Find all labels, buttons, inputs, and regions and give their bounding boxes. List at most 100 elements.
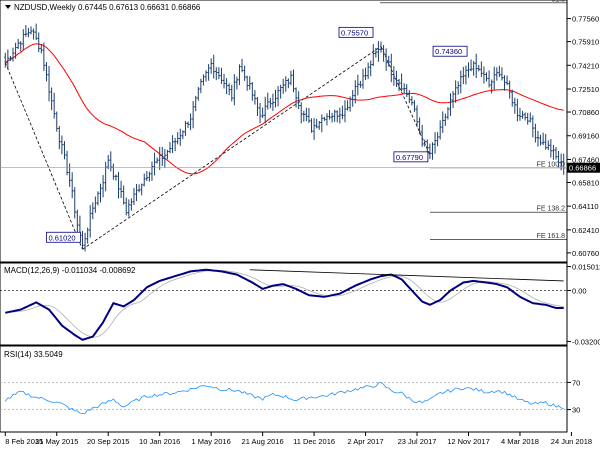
macd-line [5,268,564,341]
time-tick-label: 23 Jul 2017 [398,437,437,446]
moving-average [4,43,564,175]
candle [29,26,33,35]
candle [137,184,141,193]
candle [346,100,349,111]
candle [266,92,269,110]
candle [166,149,169,160]
candle [107,155,110,170]
candle [333,109,336,122]
candle [482,66,486,84]
candle [361,68,365,89]
candle [83,232,87,252]
candle [209,58,213,74]
chart-title: NZDUSD,Weekly [14,3,76,12]
candle [4,52,7,68]
rsi-panel-frame [0,345,568,433]
price-tick-label: 0.70860 [572,108,599,117]
candle [323,116,326,121]
candle [534,123,537,143]
candle [158,146,161,170]
candle [454,80,457,103]
candle [449,93,452,116]
candle [472,61,475,76]
candle [415,105,419,128]
candle [467,62,470,78]
price-annotation: 0.61020 [46,231,81,243]
price-annotation: 0.75570 [338,26,374,38]
macd-tick-label: 0.015012 [572,263,600,272]
candle [245,75,249,91]
candle [379,41,383,53]
candle [42,42,46,71]
candle [523,112,527,121]
candle [397,78,401,92]
time-tick-label: 21 Aug 2016 [242,437,284,446]
candle [238,64,241,85]
candle [289,70,293,86]
price-annotation: 0.67790 [393,151,429,163]
time-tick-label: 12 Nov 2017 [447,437,490,446]
fib-level-label: FE 138.2 [537,206,566,213]
candle [505,75,509,86]
price-tick-label: 0.77560 [572,15,599,24]
candle [58,125,61,150]
current-price-label: 0.66866 [569,164,596,173]
candle [140,183,143,196]
candle [469,59,473,72]
candle [420,124,424,147]
candle [11,47,15,62]
candle [423,139,426,147]
time-tick-label: 24 Jun 2018 [551,437,592,446]
candle [369,60,372,77]
candle [179,128,182,146]
candle [477,64,480,72]
candle [408,90,411,104]
macd-trendline [249,269,564,282]
candle [547,140,550,151]
candle [112,163,115,180]
candle [462,66,465,85]
candle [119,180,123,199]
time-tick-label: 1 May 2016 [192,437,231,446]
candle [235,76,239,90]
candle [258,102,262,124]
candle [413,100,416,112]
time-tick-label: 11 Dec 2016 [293,437,335,446]
time-tick-label: 20 Sep 2015 [87,437,130,446]
candle [351,89,354,107]
candle [493,66,496,91]
candle [341,105,344,120]
candle [320,114,324,133]
candle [485,72,488,82]
candle [220,67,223,84]
macd-panel-frame [0,262,568,346]
annotation-box [432,45,468,57]
dropdown-triangle-icon[interactable] [5,5,11,9]
candle [24,25,28,37]
price-tick-label: 0.65810 [572,178,599,187]
candle [135,183,138,202]
candle [508,80,511,99]
candle [261,107,264,119]
candle [552,144,555,160]
candle [60,135,64,155]
candle [343,100,347,123]
candle [529,112,532,123]
candle [109,151,112,172]
candle [402,83,406,94]
candle [377,41,380,62]
candle [436,132,439,147]
candle [204,70,208,82]
candle [14,42,17,59]
candle [495,67,499,81]
candle [302,110,306,122]
candle [9,55,12,62]
candle [487,70,491,88]
price-tick-label: 0.60760 [572,249,599,258]
current-price-box [567,162,600,173]
candle [173,137,177,152]
candle [336,110,339,123]
candle [457,81,460,95]
chart-header: NZDUSD,Weekly 0.67445 0.67613 0.66631 0.… [5,3,201,12]
